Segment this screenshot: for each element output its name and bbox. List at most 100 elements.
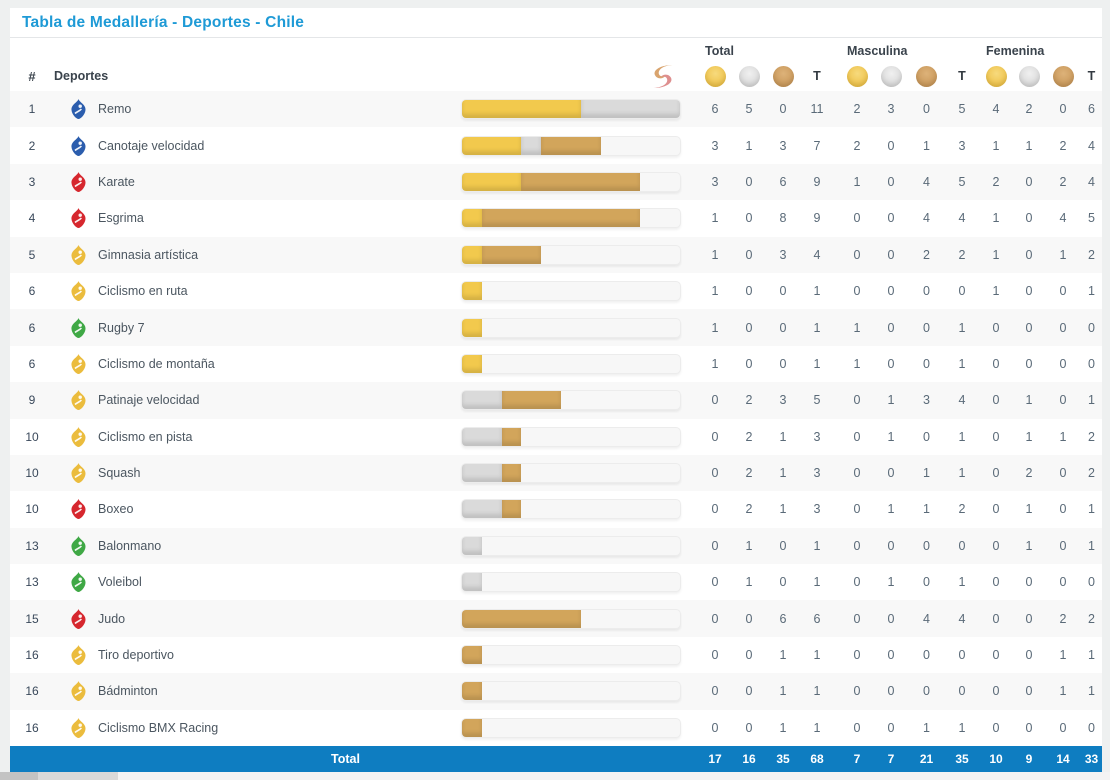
masculina-total-count: 2: [958, 502, 966, 517]
femenina-total-count: 2: [1088, 429, 1095, 444]
total-total-count: 3: [813, 502, 821, 517]
femenina-silver-count: 1: [1025, 502, 1033, 517]
masculina-bronze-count: 1: [923, 466, 930, 481]
gold-medal-icon: [846, 65, 868, 87]
rank-value: 13: [25, 538, 39, 553]
femenina-total-count: 6: [1088, 102, 1095, 117]
masculina-silver-count: 0: [887, 211, 895, 226]
masculina-gold-count: 0: [853, 575, 861, 590]
total-total-count: 5: [813, 393, 821, 408]
masculina-total-count: 1: [958, 466, 966, 481]
total-column-header: T: [958, 69, 966, 83]
rank-value: 9: [28, 393, 36, 408]
medal-bar: [453, 528, 681, 564]
scrollbar-thumb[interactable]: [0, 772, 38, 780]
group-label-masculina: Masculina: [847, 43, 908, 58]
total-silver-count: 1: [745, 538, 753, 553]
masculina-total-count: 0: [958, 538, 966, 553]
sport-name: Karate: [98, 174, 135, 189]
medal-bar: [453, 637, 681, 673]
rank-value: 2: [28, 138, 36, 153]
sport-pictogram-icon: [70, 717, 87, 738]
sport-pictogram-icon: [70, 353, 87, 374]
horizontal-scrollbar[interactable]: [0, 772, 1110, 780]
total-gold-count: 0: [711, 429, 719, 444]
table-row: 10 Boxeo 0 2 1 3 0 1 1 2 0 1 0 1: [10, 491, 1102, 527]
total-gold-count: 1: [711, 320, 719, 335]
total-bronze-count: 1: [779, 502, 787, 517]
masculina-bronze-count: 2: [923, 247, 930, 262]
table-row: 15 Judo 0 0 6 6 0 0 4 4 0 0 2 2: [10, 600, 1102, 637]
masculina-gold-count: 0: [853, 648, 861, 663]
medal-bar: [453, 273, 681, 309]
femenina-bronze-count: 1: [1059, 247, 1067, 262]
medal-bar: [453, 346, 681, 382]
rank-value: 3: [28, 174, 36, 189]
footer-masculina-bronze-count: 21: [919, 752, 934, 767]
masculina-gold-count: 0: [853, 720, 861, 735]
masculina-silver-count: 0: [887, 247, 895, 262]
total-gold-count: 1: [711, 211, 719, 226]
masculina-silver-count: 1: [887, 429, 895, 444]
rank-value: 5: [28, 247, 36, 262]
masculina-gold-count: 1: [853, 174, 861, 189]
total-bronze-count: 0: [779, 320, 787, 335]
masculina-silver-count: 1: [887, 575, 895, 590]
femenina-total-count: 1: [1088, 393, 1095, 408]
femenina-bronze-count: 0: [1059, 393, 1067, 408]
femenina-gold-count: 0: [992, 502, 1000, 517]
bronze-medal-icon: [1052, 65, 1074, 87]
femenina-gold-count: 0: [992, 466, 1000, 481]
medal-bar: [453, 600, 681, 636]
total-bronze-count: 1: [779, 720, 787, 735]
femenina-bronze-count: 0: [1059, 466, 1067, 481]
table-row: 6 Ciclismo de montaña 1 0 0 1 1 0 0 1 0 0 0 0: [10, 346, 1102, 382]
femenina-bronze-count: 0: [1059, 102, 1067, 117]
femenina-gold-count: 1: [992, 211, 1000, 226]
group-label-femenina: Femenina: [986, 43, 1045, 58]
masculina-silver-count: 0: [887, 648, 895, 663]
masculina-bronze-count: 4: [923, 211, 930, 226]
femenina-gold-count: 0: [992, 611, 1000, 626]
rank-value: 6: [28, 356, 36, 371]
total-total-count: 7: [813, 138, 821, 153]
medal-bar: [453, 91, 681, 127]
header-group-row: Total Masculina Femenina: [10, 40, 1102, 61]
masculina-bronze-count: 0: [923, 575, 930, 590]
footer-total-silver-count: 16: [742, 752, 756, 767]
femenina-silver-count: 2: [1025, 102, 1033, 117]
femenina-gold-count: 0: [992, 429, 1000, 444]
footer-total-total-count: 68: [810, 752, 824, 767]
femenina-total-count: 0: [1088, 320, 1095, 335]
total-bronze-count: 8: [779, 211, 787, 226]
medal-bar: [453, 673, 681, 709]
masculina-silver-count: 3: [887, 102, 895, 117]
sport-pictogram-icon: [70, 645, 87, 666]
total-gold-count: 1: [711, 247, 719, 262]
masculina-total-count: 5: [958, 102, 966, 117]
femenina-gold-count: 0: [992, 320, 1000, 335]
medal-table-body: 1 Remo 6 5 0 11 2 3 0 5 4 2 0 6 2 Canotaje velocidad 3 1 3…: [10, 91, 1102, 746]
femenina-silver-count: 0: [1025, 174, 1033, 189]
total-total-count: 1: [813, 648, 821, 663]
masculina-total-count: 2: [958, 247, 966, 262]
sport-name: Judo: [98, 611, 126, 626]
rank-value: 16: [25, 720, 39, 735]
femenina-total-count: 0: [1088, 720, 1095, 735]
masculina-silver-count: 0: [887, 466, 895, 481]
table-row: 2 Canotaje velocidad 3 1 3 7 2 0 1 3 1 1 2 4: [10, 127, 1102, 163]
masculina-bronze-count: 0: [923, 102, 930, 117]
masculina-silver-count: 0: [887, 684, 895, 699]
femenina-gold-count: 0: [992, 575, 1000, 590]
table-row: 3 Karate 3 0 6 9 1 0 4 5 2 0 2 4: [10, 163, 1102, 201]
total-gold-count: 1: [711, 356, 719, 371]
total-silver-count: 2: [745, 466, 753, 481]
sport-pictogram-icon: [70, 426, 87, 447]
masculina-total-count: 4: [958, 611, 966, 626]
sport-name: Ciclismo en ruta: [98, 284, 188, 299]
footer-total-bronze-count: 35: [776, 752, 790, 767]
scrollbar-thumb[interactable]: [0, 772, 118, 780]
table-row: 16 Tiro deportivo 0 0 1 1 0 0 0 0 0 0 1 1: [10, 637, 1102, 673]
femenina-bronze-count: 2: [1059, 611, 1067, 626]
femenina-bronze-count: 2: [1059, 138, 1067, 153]
